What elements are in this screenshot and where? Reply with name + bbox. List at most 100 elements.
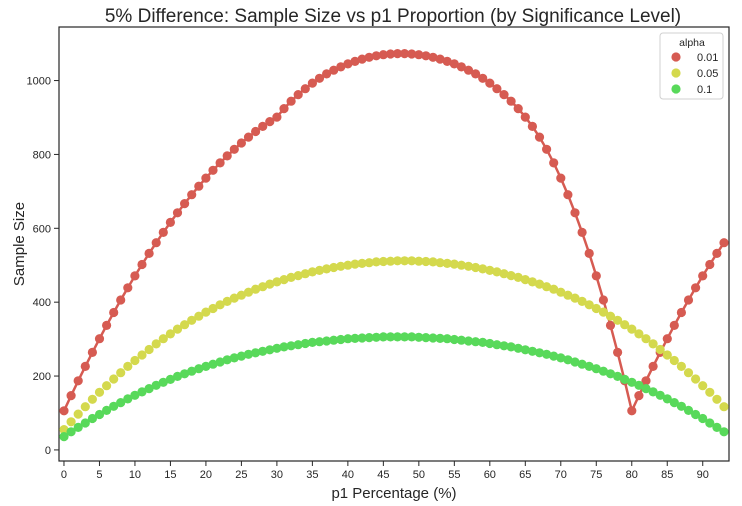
data-point — [236, 351, 246, 361]
data-point — [307, 78, 317, 88]
x-tick-label: 15 — [164, 469, 176, 481]
data-point — [73, 422, 83, 432]
y-tick-label: 600 — [33, 223, 51, 235]
data-point — [662, 334, 672, 344]
data-point — [463, 261, 474, 271]
data-point — [279, 275, 289, 285]
data-point — [137, 350, 147, 360]
data-point — [542, 349, 552, 359]
data-point — [449, 59, 459, 69]
data-point — [570, 293, 580, 303]
data-point — [620, 374, 630, 384]
data-point — [513, 104, 523, 114]
data-point — [208, 359, 218, 369]
data-point — [286, 272, 296, 282]
data-point — [172, 371, 183, 381]
data-point — [265, 279, 275, 289]
data-point — [364, 258, 374, 268]
data-point — [563, 190, 573, 200]
data-point — [549, 284, 559, 294]
x-tick-label: 85 — [661, 469, 673, 481]
data-point — [669, 398, 679, 408]
data-point — [449, 259, 459, 269]
data-point — [357, 258, 367, 268]
x-tick-label: 60 — [484, 469, 496, 481]
data-point — [627, 324, 637, 334]
data-series — [59, 49, 729, 442]
x-tick-label: 20 — [200, 469, 212, 481]
data-point — [229, 293, 239, 303]
data-point — [102, 381, 112, 391]
data-point — [293, 271, 303, 281]
data-point — [400, 332, 410, 342]
series-0.05 — [59, 256, 729, 435]
data-point — [87, 394, 97, 404]
data-point — [208, 165, 218, 175]
data-point — [520, 345, 530, 355]
x-tick-label: 75 — [590, 469, 602, 481]
data-point — [407, 256, 417, 266]
data-point — [698, 381, 708, 391]
data-point — [414, 50, 424, 60]
data-point — [322, 336, 332, 346]
data-point — [314, 73, 325, 83]
data-point — [236, 290, 246, 300]
y-tick-label: 800 — [33, 149, 51, 161]
data-point — [407, 49, 417, 59]
y-tick-label: 400 — [33, 297, 51, 309]
data-point — [414, 256, 424, 266]
data-point — [662, 350, 672, 360]
data-point — [180, 199, 190, 209]
data-point — [336, 62, 346, 72]
data-point — [598, 295, 609, 305]
data-point — [563, 290, 573, 300]
plot-area-frame — [58, 26, 730, 462]
data-point — [478, 337, 488, 347]
data-point — [187, 366, 197, 376]
data-point — [109, 401, 119, 411]
data-point — [201, 361, 211, 371]
legend-box — [659, 32, 724, 100]
data-point — [243, 132, 254, 142]
data-point — [94, 334, 105, 344]
data-point — [329, 262, 339, 273]
data-point — [662, 394, 672, 404]
data-point — [165, 374, 175, 384]
data-point — [300, 338, 310, 349]
data-point — [449, 334, 459, 345]
data-point — [137, 259, 147, 270]
data-point — [215, 158, 225, 168]
data-point — [158, 334, 168, 344]
series-0.1 — [59, 332, 729, 442]
data-point — [222, 355, 232, 365]
data-point — [428, 333, 438, 343]
data-point — [286, 341, 296, 351]
data-point — [222, 151, 232, 161]
data-point — [87, 347, 97, 357]
data-point — [577, 359, 587, 369]
data-point — [691, 283, 701, 293]
data-point — [201, 307, 211, 317]
data-point — [705, 259, 715, 270]
data-point — [691, 409, 701, 420]
data-point — [669, 355, 679, 366]
data-point — [322, 69, 332, 79]
data-point — [293, 340, 303, 350]
data-point — [421, 256, 431, 267]
data-point — [471, 69, 481, 79]
data-point — [243, 349, 254, 359]
data-point — [116, 398, 126, 408]
data-point — [251, 348, 261, 358]
data-point — [102, 405, 112, 415]
data-point — [314, 337, 325, 347]
data-point — [180, 369, 190, 379]
data-point — [87, 413, 97, 424]
data-point — [59, 425, 69, 435]
data-point — [570, 208, 580, 218]
data-point — [499, 341, 509, 351]
data-point — [194, 181, 204, 191]
data-point — [435, 54, 445, 64]
data-point — [215, 300, 225, 310]
data-point — [421, 51, 431, 61]
data-point — [683, 368, 694, 378]
